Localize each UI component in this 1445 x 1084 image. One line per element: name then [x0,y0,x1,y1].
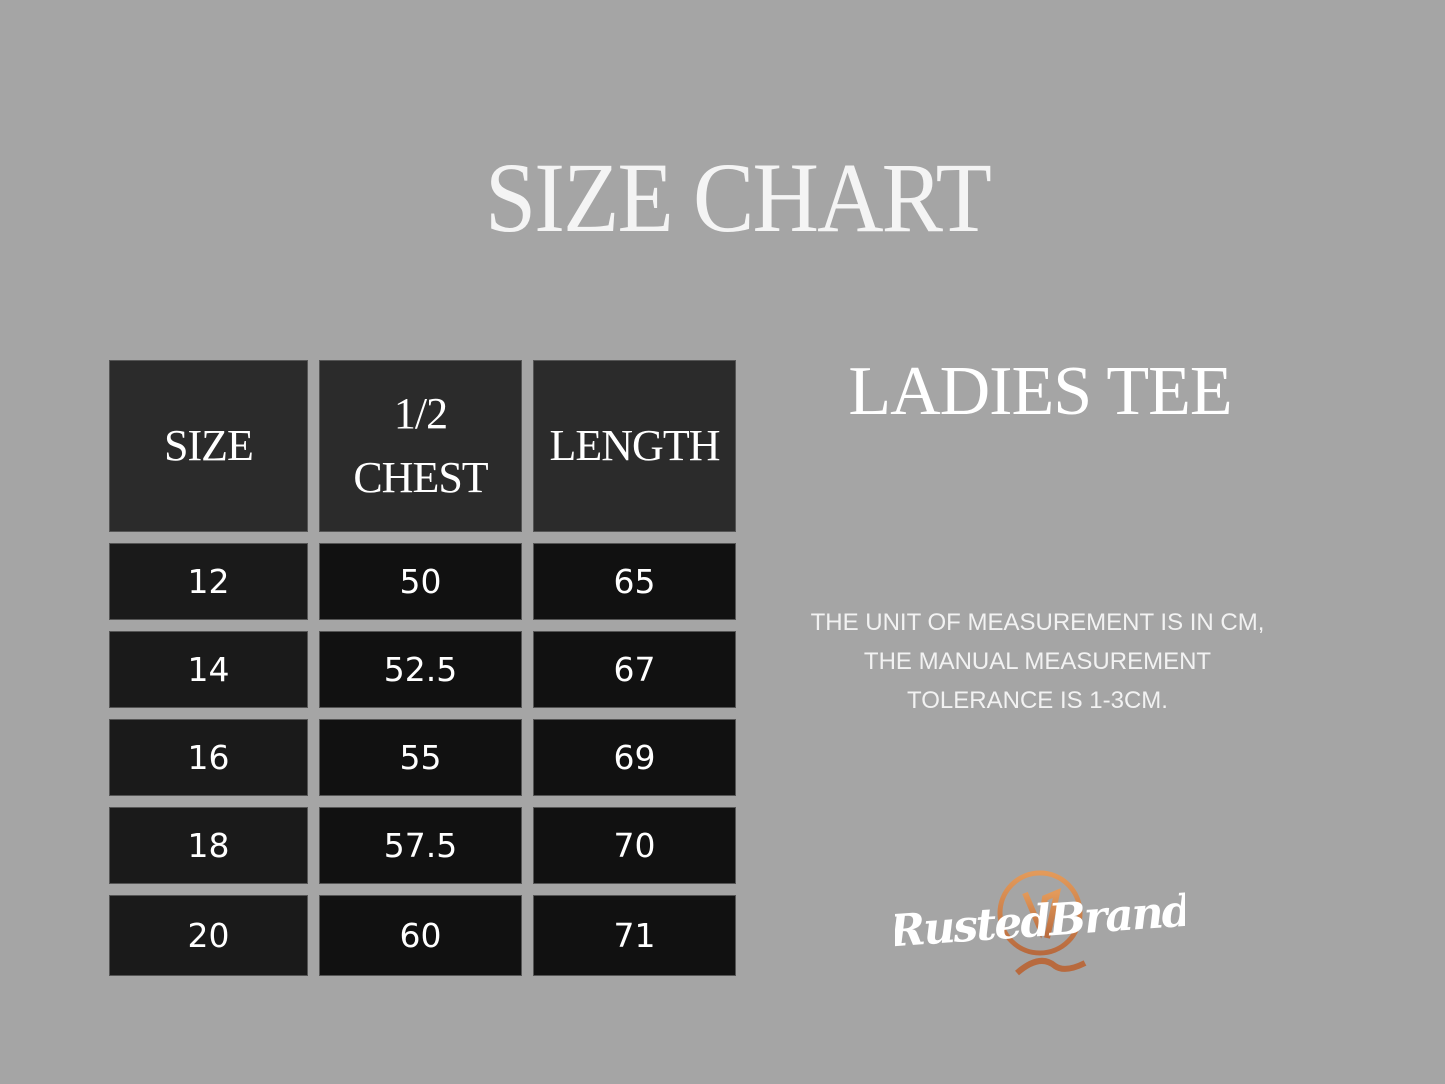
column-header: LENGTH [533,360,736,532]
column-header: SIZE [109,360,308,532]
brand-logo: RustedBrand [885,858,1193,983]
product-name: LADIES TEE [848,353,1232,430]
table-cell: 50 [319,543,522,620]
table-cell: 70 [533,807,736,884]
table-cell: 65 [533,543,736,620]
table-cell: 16 [109,719,308,796]
table-cell: 20 [109,895,308,976]
table-cell: 12 [109,543,308,620]
table-cell: 57.5 [319,807,522,884]
table-cell: 14 [109,631,308,708]
table-cell: 18 [109,807,308,884]
table-cell: 55 [319,719,522,796]
table-cell: 52.5 [319,631,522,708]
measurement-note: THE UNIT OF MEASUREMENT IS IN CM, THE MA… [810,609,1265,714]
table-cell: 69 [533,719,736,796]
svg-text:RustedBrand: RustedBrand [895,885,1185,957]
table-cell: 67 [533,631,736,708]
column-header: 1/2 CHEST [319,360,522,532]
table-cell: 60 [319,895,522,976]
table-cell: 71 [533,895,736,976]
page-title: SIZE CHART [484,142,992,253]
